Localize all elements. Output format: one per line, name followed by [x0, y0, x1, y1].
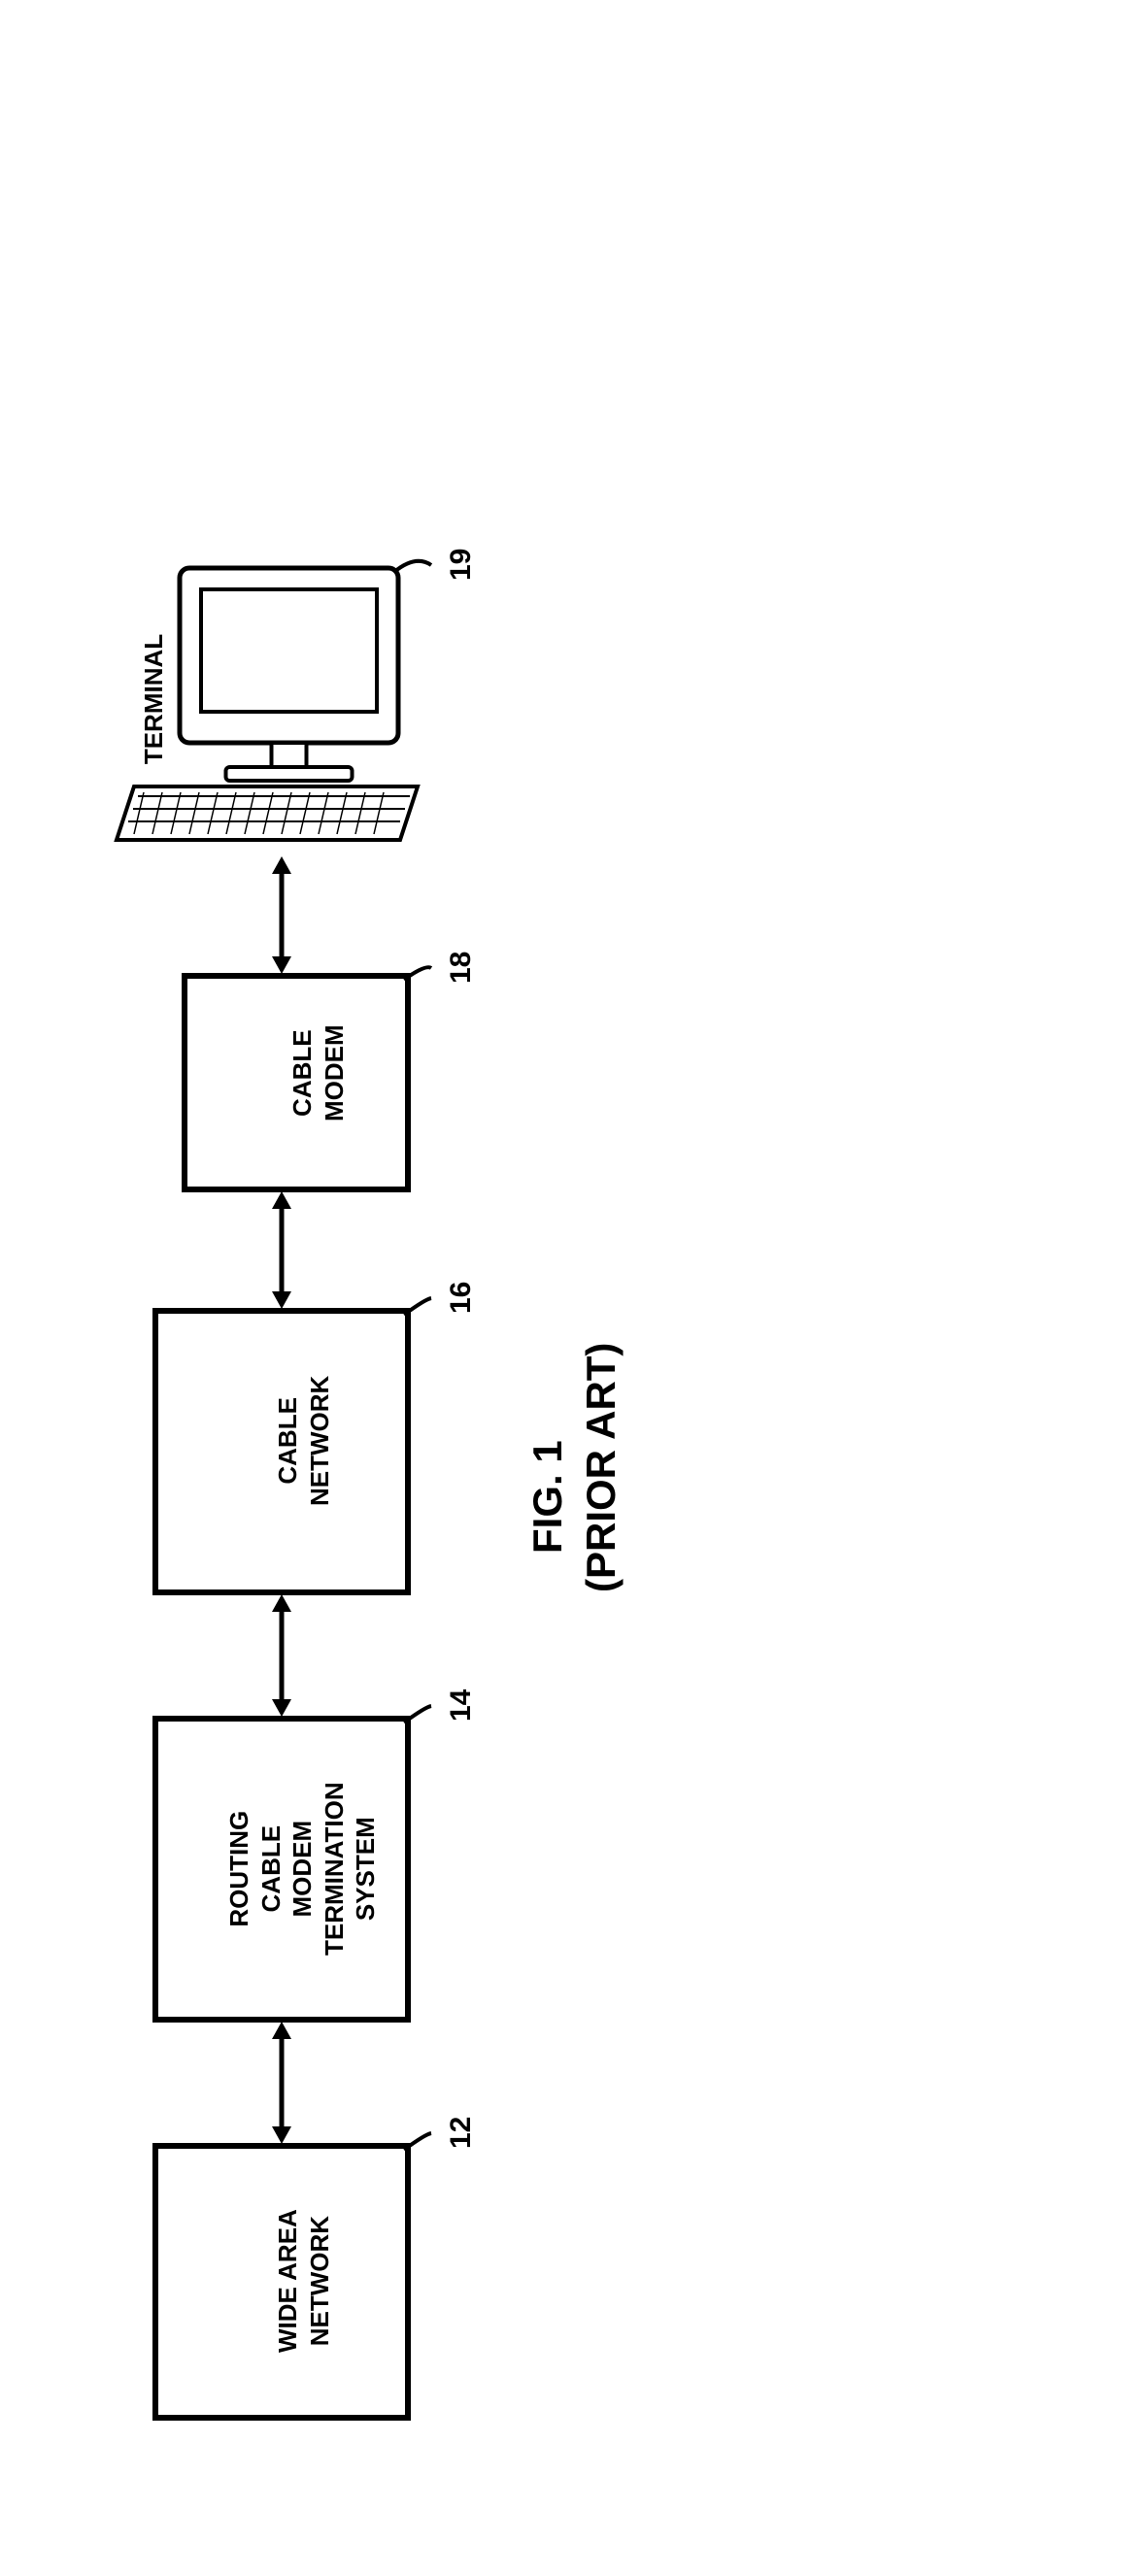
- ref-wan: 12: [445, 2117, 478, 2149]
- label-wan: WIDE AREANETWORK: [272, 2209, 335, 2353]
- figure-page: FIG. 1 (PRIOR ART) WIDE AREANETWORK12ROU…: [0, 0, 1147, 2576]
- arrowhead-up-0: [272, 2022, 291, 2039]
- terminal-stand-base: [226, 767, 353, 781]
- label-cnet: CABLENETWORK: [272, 1376, 335, 1506]
- terminal-monitor-screen: [201, 589, 377, 712]
- arrowhead-down-0: [272, 2126, 291, 2144]
- leader-cmts: [404, 1706, 431, 1723]
- terminal-stand-neck: [272, 743, 307, 767]
- ref-terminal: 19: [445, 549, 478, 581]
- label-cmts: ROUTINGCABLEMODEMTERMINATIONSYSTEM: [223, 1782, 382, 1956]
- diagram-svg: [0, 0, 1147, 2576]
- arrowhead-up-3: [272, 856, 291, 874]
- arrowhead-up-1: [272, 1594, 291, 1612]
- ref-cmts: 14: [445, 1689, 478, 1722]
- arrowhead-down-1: [272, 1699, 291, 1717]
- arrowhead-down-2: [272, 1291, 291, 1309]
- ref-modem: 18: [445, 952, 478, 984]
- arrowhead-up-2: [272, 1191, 291, 1209]
- leader-cnet: [404, 1298, 431, 1315]
- label-modem: CABLEMODEM: [287, 1025, 350, 1122]
- leader-wan: [404, 2133, 431, 2150]
- label-terminal: TERMINAL: [138, 553, 170, 845]
- ref-cnet: 16: [445, 1282, 478, 1314]
- leader-terminal: [394, 561, 431, 572]
- arrowhead-down-3: [272, 956, 291, 974]
